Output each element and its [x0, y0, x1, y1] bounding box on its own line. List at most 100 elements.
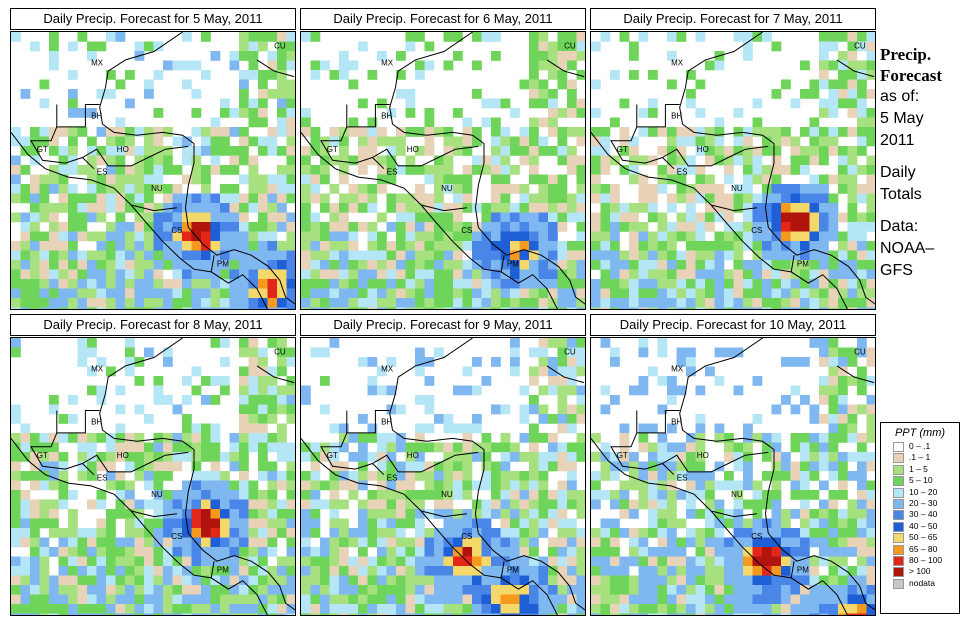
precip-cell [638, 260, 649, 270]
precip-cell [500, 127, 511, 137]
precip-cell [724, 471, 734, 481]
precip-cell [695, 136, 706, 147]
precip-cell [600, 604, 611, 614]
precip-cell [462, 613, 473, 615]
precip-cell [857, 471, 867, 481]
precip-cell [191, 146, 202, 156]
precip-cell [239, 222, 249, 232]
precip-cell [752, 165, 763, 175]
precip-cell [20, 231, 31, 242]
country-label: GT [37, 145, 48, 154]
precip-cell [248, 433, 259, 443]
precip-cell [714, 298, 725, 308]
precip-cell [838, 509, 848, 519]
precip-cell [415, 307, 425, 309]
precip-cell [781, 184, 791, 194]
precip-cell [182, 480, 192, 491]
precip-cell [800, 480, 810, 491]
precip-cell [58, 174, 69, 185]
precip-cell [462, 241, 473, 251]
precip-cell [529, 509, 539, 519]
precip-cell [519, 136, 530, 147]
precip-cell [68, 556, 78, 567]
precip-cell [220, 547, 230, 557]
country-border [500, 561, 505, 578]
precip-cell [866, 566, 875, 576]
precip-cell [239, 575, 249, 586]
precip-cell [667, 136, 677, 147]
precip-cell [301, 298, 311, 308]
precip-cell [144, 452, 154, 462]
precip-cell [87, 338, 97, 348]
precip-cell [277, 279, 287, 289]
precip-cell [153, 452, 164, 462]
precip-cell [472, 298, 482, 308]
precip-cell [695, 423, 706, 434]
precip-cell [182, 60, 192, 71]
precip-cell [724, 193, 734, 204]
precip-cell [106, 433, 116, 443]
precip-cell [600, 127, 611, 137]
precip-cell [415, 452, 425, 462]
precip-cell [472, 60, 482, 71]
cuba-coastline [836, 59, 875, 78]
precip-cell [538, 222, 549, 232]
precip-cell [657, 212, 668, 223]
precip-cell [724, 155, 734, 166]
precip-cell [857, 376, 867, 386]
precip-cell [277, 212, 287, 223]
precip-cell [248, 404, 259, 415]
precip-cell [519, 509, 530, 519]
precip-cell [809, 146, 820, 156]
precip-cell [491, 499, 501, 510]
precip-cell [510, 547, 520, 557]
precip-cell [453, 566, 463, 576]
precip-cell [68, 414, 78, 424]
precip-cell [172, 490, 183, 500]
precip-cell [329, 231, 340, 242]
precip-cell [11, 499, 21, 510]
precip-cell [500, 193, 511, 204]
precip-cell [538, 566, 549, 576]
country-label: ES [677, 167, 688, 176]
precip-cell [762, 528, 772, 538]
precip-cell [434, 279, 444, 289]
precip-cell [809, 288, 820, 299]
precip-cell [771, 89, 782, 99]
precip-cell [567, 155, 577, 166]
precip-cell [819, 32, 829, 42]
precip-cell [415, 231, 425, 242]
precip-cell [838, 556, 848, 567]
precip-cell [220, 203, 230, 213]
precip-cell [11, 347, 21, 358]
precip-cell [30, 585, 40, 595]
country-label: NU [151, 184, 163, 193]
precip-cell [743, 146, 753, 156]
precip-cell [548, 184, 558, 194]
precip-cell [866, 433, 875, 443]
precip-cell [229, 212, 240, 223]
precip-cell [847, 347, 858, 358]
precip-cell [800, 528, 810, 538]
precip-cell [58, 575, 69, 586]
precip-cell [847, 32, 858, 42]
precip-cell [519, 269, 530, 280]
precip-cell [667, 490, 677, 500]
precip-cell [519, 260, 530, 270]
precip-cell [301, 594, 311, 605]
precip-cell [866, 357, 875, 367]
precip-cell [310, 288, 321, 299]
precip-cell [20, 89, 31, 99]
precip-cell [648, 250, 658, 261]
precip-cell [453, 537, 463, 548]
precip-cell [396, 528, 406, 538]
precip-cell [210, 146, 221, 156]
precip-cell [705, 155, 715, 166]
precip-cell [866, 32, 875, 42]
precip-cell [538, 404, 549, 415]
precip-cell [686, 556, 696, 567]
precip-cell [125, 461, 135, 472]
precip-cell [800, 155, 810, 166]
precip-cell [472, 250, 482, 261]
precip-cell [752, 594, 763, 605]
